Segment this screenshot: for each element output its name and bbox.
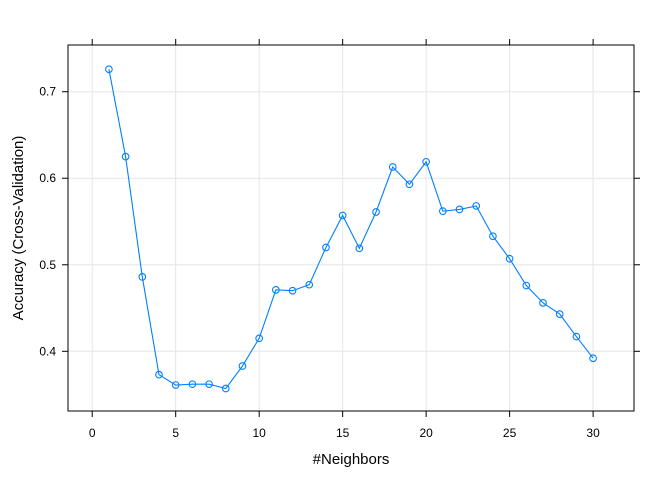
- data-point: [188, 380, 197, 389]
- data-point: [288, 286, 297, 295]
- series-line: [108, 69, 594, 390]
- grid-lines: [68, 45, 634, 411]
- data-point: [105, 65, 113, 74]
- data-point: [522, 281, 531, 290]
- tick-labels: 0 5 10 15 20 25 30 0.4 0.5 0.6 0.7: [39, 85, 600, 440]
- data-point: [322, 243, 330, 252]
- data-point: [555, 310, 564, 318]
- data-point: [505, 254, 514, 263]
- axis-ticks: [62, 39, 640, 417]
- data-point: [405, 180, 414, 189]
- data-point: [489, 232, 497, 241]
- data-point: [438, 207, 447, 215]
- data-point: [305, 280, 314, 289]
- data-point: [121, 152, 130, 161]
- data-point: [238, 362, 247, 370]
- x-tick-label: 20: [419, 426, 433, 440]
- data-point: [272, 286, 280, 294]
- y-tick-label: 0.6: [39, 171, 56, 185]
- data-point: [355, 244, 364, 253]
- data-point: [572, 332, 581, 341]
- data-point: [472, 202, 481, 210]
- data-point: [422, 157, 430, 166]
- x-tick-label: 5: [172, 426, 179, 440]
- plot-frame: [67, 44, 635, 412]
- y-tick-label: 0.4: [39, 344, 56, 358]
- x-axis-title: #Neighbors: [313, 451, 390, 468]
- data-point: [171, 381, 180, 389]
- x-tick-label: 15: [336, 426, 350, 440]
- data-point: [338, 211, 347, 220]
- data-series: [105, 65, 597, 393]
- data-point: [155, 370, 163, 379]
- y-tick-label: 0.7: [39, 85, 56, 99]
- data-point: [455, 205, 464, 214]
- data-point: [205, 380, 213, 389]
- y-axis-title: Accuracy (Cross-Validation): [10, 136, 27, 321]
- data-point: [138, 273, 147, 281]
- x-tick-label: 10: [252, 426, 266, 440]
- data-point: [221, 384, 230, 393]
- y-tick-label: 0.5: [39, 258, 56, 272]
- x-tick-label: 0: [89, 426, 96, 440]
- data-point: [539, 298, 547, 307]
- data-point: [589, 354, 597, 363]
- x-tick-label: 30: [586, 426, 600, 440]
- data-point: [388, 163, 397, 171]
- data-point: [372, 208, 380, 216]
- x-tick-label: 25: [503, 426, 517, 440]
- data-point: [255, 334, 264, 343]
